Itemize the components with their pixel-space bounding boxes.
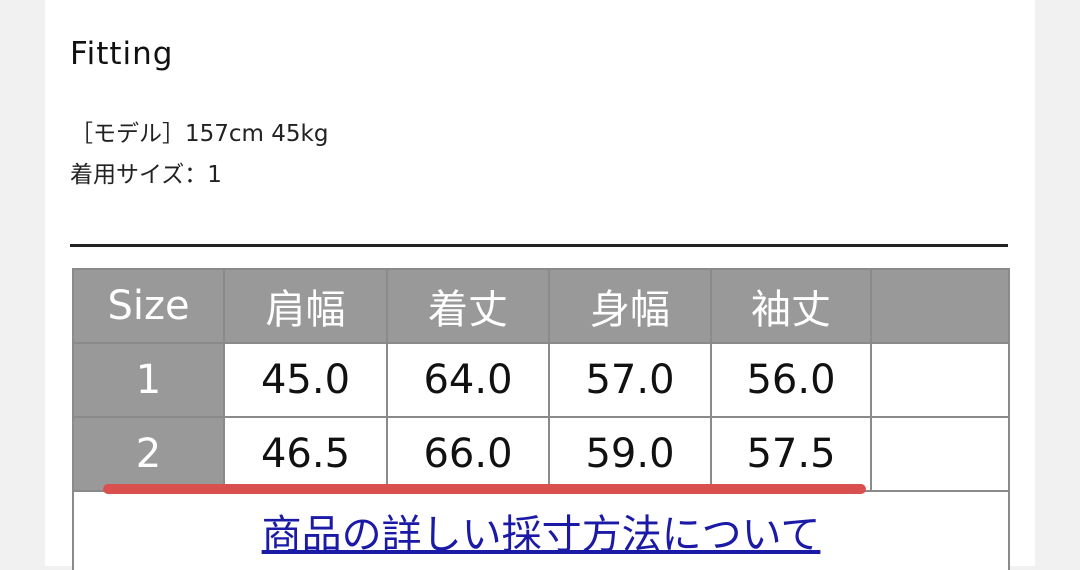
value-cell xyxy=(870,416,1010,492)
value-cell: 57.0 xyxy=(548,342,712,418)
table-row: 2 46.5 66.0 59.0 57.5 xyxy=(72,416,1010,492)
value-cell: 66.0 xyxy=(386,416,550,492)
divider xyxy=(70,244,1008,247)
value-cell: 59.0 xyxy=(548,416,712,492)
header-sleeve: 袖丈 xyxy=(710,268,872,344)
header-length: 着丈 xyxy=(386,268,550,344)
value-cell: 45.0 xyxy=(223,342,388,418)
measurement-method-link[interactable]: 商品の詳しい採寸方法について xyxy=(261,512,821,558)
highlight-underline xyxy=(103,484,866,494)
value-cell xyxy=(870,342,1010,418)
link-row: 商品の詳しい採寸方法について xyxy=(72,490,1010,570)
value-cell: 64.0 xyxy=(386,342,550,418)
value-cell: 46.5 xyxy=(223,416,388,492)
section-title: Fitting xyxy=(70,36,174,72)
size-table: Size 肩幅 着丈 身幅 袖丈 1 45.0 64.0 57.0 56.0 2… xyxy=(72,268,1010,570)
header-size: Size xyxy=(72,268,225,344)
header-width: 身幅 xyxy=(548,268,712,344)
size-cell: 1 xyxy=(72,342,225,418)
link-cell: 商品の詳しい採寸方法について xyxy=(72,490,1010,570)
model-info: ［モデル］157cm 45kg xyxy=(70,121,329,147)
worn-size: 着用サイズ：1 xyxy=(70,162,222,188)
table-row: 1 45.0 64.0 57.0 56.0 xyxy=(72,342,1010,418)
table-header-row: Size 肩幅 着丈 身幅 袖丈 xyxy=(72,268,1010,344)
header-shoulder: 肩幅 xyxy=(223,268,388,344)
value-cell: 56.0 xyxy=(710,342,872,418)
header-empty xyxy=(870,268,1010,344)
size-cell: 2 xyxy=(72,416,225,492)
value-cell: 57.5 xyxy=(710,416,872,492)
